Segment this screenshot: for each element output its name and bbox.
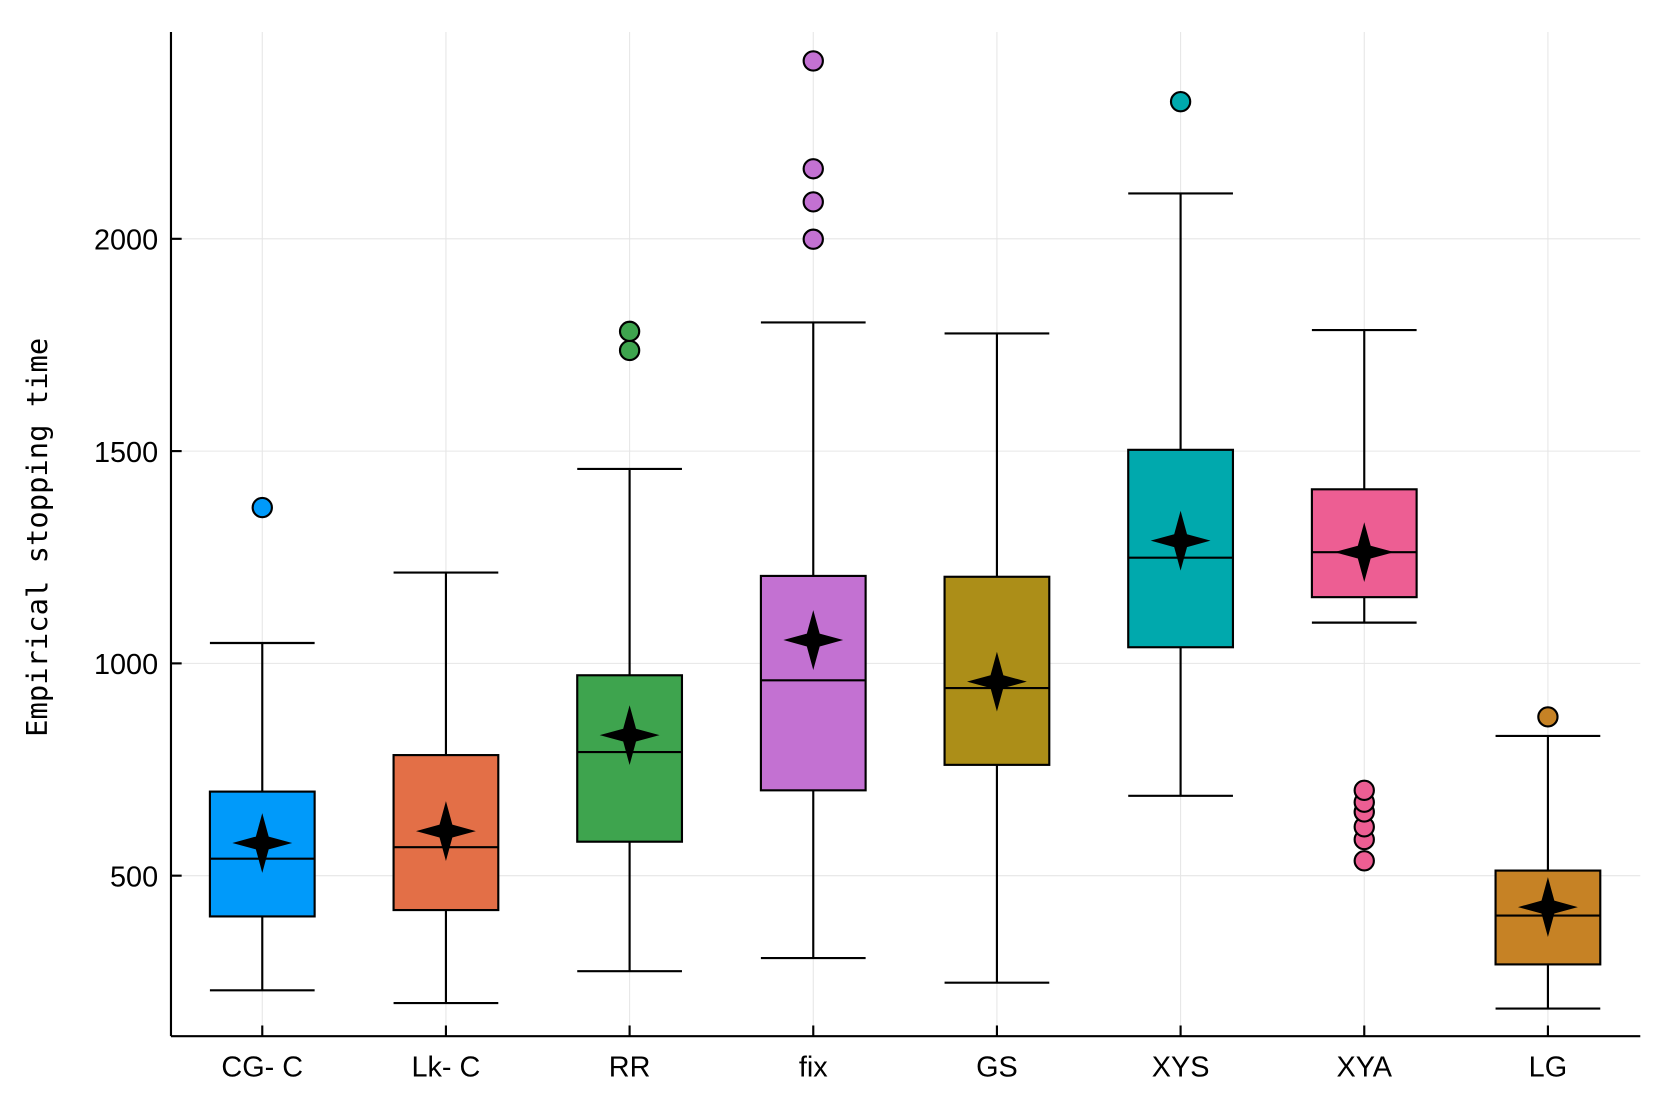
iqr-box bbox=[759, 574, 867, 792]
y-axis-label: Empirical stopping time bbox=[20, 338, 54, 737]
y-tick-label: 1000 bbox=[94, 649, 158, 681]
box-lg bbox=[1494, 706, 1602, 1010]
y-tick-label: 1500 bbox=[94, 437, 158, 469]
box-gs bbox=[943, 332, 1051, 984]
mean-marker bbox=[416, 801, 476, 861]
outlier-point bbox=[1537, 706, 1559, 728]
outlier-point bbox=[1353, 850, 1375, 872]
axes bbox=[169, 32, 1641, 1038]
outlier-point bbox=[802, 50, 824, 72]
x-tick-label: Lk- C bbox=[411, 1052, 480, 1084]
mean-marker bbox=[1150, 510, 1211, 571]
outlier-point bbox=[802, 158, 824, 180]
box-xya bbox=[1310, 329, 1418, 872]
mean-marker bbox=[1517, 877, 1578, 937]
mean-marker bbox=[599, 705, 660, 766]
mean-marker bbox=[967, 651, 1027, 712]
x-tick-label: XYS bbox=[1152, 1052, 1210, 1084]
x-tick-label: RR bbox=[609, 1052, 651, 1084]
x-tick-label: XYA bbox=[1336, 1052, 1392, 1084]
box-fix bbox=[759, 50, 867, 960]
mean-marker bbox=[232, 813, 293, 873]
y-tick-label: 2000 bbox=[94, 224, 158, 256]
boxes bbox=[208, 50, 1602, 1010]
box-cgc bbox=[208, 496, 316, 992]
x-tick-label: CG- C bbox=[221, 1052, 303, 1084]
outlier-point bbox=[251, 496, 273, 519]
grid bbox=[170, 32, 1641, 1037]
x-tick-label: LG bbox=[1529, 1052, 1567, 1084]
outlier-point bbox=[618, 339, 641, 362]
box-xys bbox=[1127, 90, 1235, 797]
outlier-point bbox=[618, 320, 641, 343]
outlier-point bbox=[802, 191, 824, 213]
y-tick-label: 500 bbox=[110, 861, 158, 893]
mean-marker bbox=[1334, 522, 1395, 583]
ticks: 500 1000 1500 2000 CG- C Lk- C RR fix GS XYS XYA LG bbox=[94, 224, 1567, 1083]
outlier-point bbox=[802, 228, 824, 250]
box-rr bbox=[576, 320, 684, 973]
x-tick-label: GS bbox=[976, 1052, 1018, 1084]
mean-marker bbox=[783, 610, 844, 670]
box-lkc bbox=[392, 571, 500, 1005]
outlier-point bbox=[1353, 779, 1375, 802]
x-tick-label: fix bbox=[799, 1052, 828, 1084]
outlier-point bbox=[1169, 90, 1192, 113]
